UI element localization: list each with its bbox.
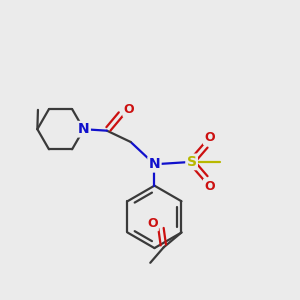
Text: N: N — [148, 157, 160, 171]
Text: O: O — [204, 180, 215, 193]
Text: O: O — [204, 131, 215, 144]
Text: S: S — [187, 155, 196, 169]
Text: O: O — [147, 217, 158, 230]
Text: O: O — [124, 103, 134, 116]
Text: N: N — [78, 122, 89, 136]
